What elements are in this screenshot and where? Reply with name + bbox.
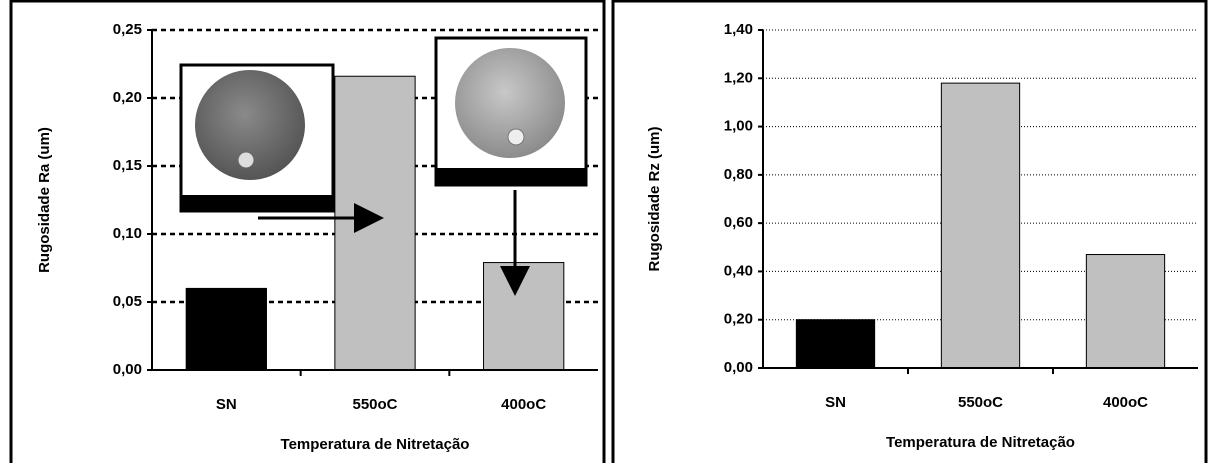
y-tick-label: 0,80 [724, 166, 753, 183]
y-tick-label: 0,20 [113, 89, 142, 106]
y-tick-label: 1,20 [724, 69, 753, 86]
bar [1086, 255, 1164, 368]
y-tick-label: 0,10 [113, 225, 142, 242]
y-tick-label: 0,40 [724, 262, 753, 279]
y-tick-label: 0,00 [724, 359, 753, 376]
x-axis-label: Temperatura de Nitretação [281, 436, 470, 453]
y-tick-label: 0,25 [113, 21, 142, 38]
x-tick-label: SN [216, 396, 237, 413]
figure: 0,00 0,05 0,10 0,15 0,20 0,25 SN 550oC 400oC Temp… [0, 0, 1208, 463]
y-tick-label: 0,00 [113, 361, 142, 378]
x-tick-label: 400oC [1103, 394, 1148, 411]
x-tick-label: 400oC [501, 396, 546, 413]
sample-hole [508, 129, 524, 145]
x-tick-label: SN [825, 394, 846, 411]
chart-right: 0,00 0,20 0,40 0,60 0,80 1,00 1,20 1,40 SN 550oC 4… [646, 21, 1198, 451]
bar [941, 83, 1019, 368]
y-tick-label: 1,00 [724, 118, 753, 135]
y-tick-label: 0,60 [724, 214, 753, 231]
y-axis-label: Rugosidade Ra (um) [36, 127, 53, 273]
bar [796, 320, 874, 368]
x-tick-label: 550oC [958, 394, 1003, 411]
y-tick-label: 0,15 [113, 157, 142, 174]
bar [484, 263, 564, 370]
sample-hole [238, 152, 254, 168]
photo-band [436, 168, 586, 185]
bar [186, 288, 266, 370]
y-tick-label: 1,40 [724, 21, 753, 38]
y-axis-label: Rugosidade Rz (um) [646, 126, 663, 271]
bar [335, 76, 415, 370]
y-tick-label: 0,20 [724, 311, 753, 328]
x-tick-label: 550oC [352, 396, 397, 413]
photo-band [181, 195, 333, 211]
y-tick-label: 0,05 [113, 293, 142, 310]
x-axis-label: Temperatura de Nitretação [886, 434, 1075, 451]
